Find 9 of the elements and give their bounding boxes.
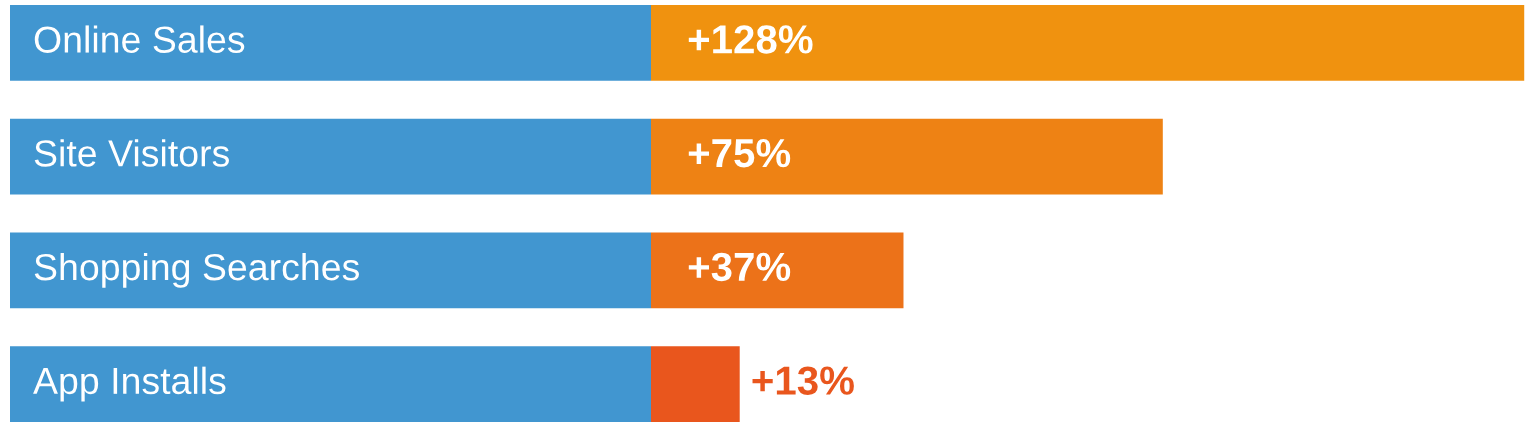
data-label: +128% (688, 25, 813, 54)
data-label: +37% (688, 252, 791, 282)
y-tick-label: Site Visitors (34, 139, 229, 167)
y-tick-label: App Installs (33, 366, 226, 402)
data-label: +75% (688, 139, 791, 168)
y-tick-label: Online Sales (34, 25, 245, 53)
data-label: +13% (752, 366, 854, 395)
y-tick-label: Shopping Searches (34, 252, 359, 288)
bar (651, 346, 740, 422)
